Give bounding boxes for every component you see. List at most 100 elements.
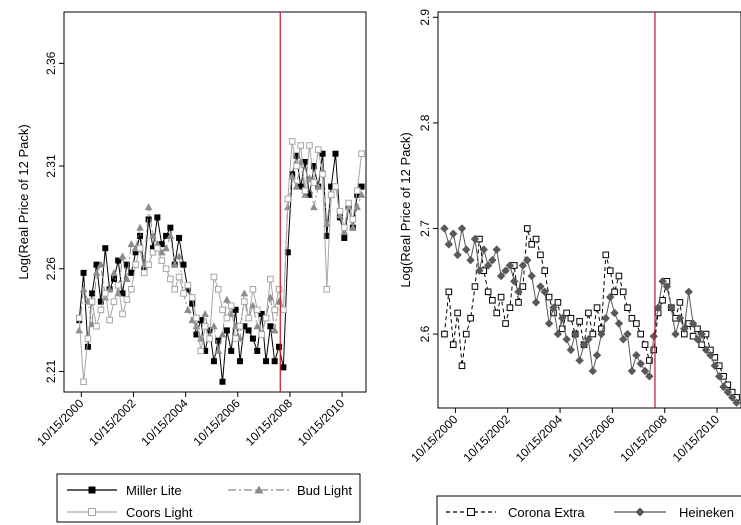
data-point-heineken — [658, 277, 667, 286]
legend-label-bud-light: Bud Light — [297, 483, 352, 498]
data-point-miller-lite — [158, 241, 165, 248]
data-point-miller-lite — [132, 249, 139, 256]
data-point-coors-light — [345, 199, 352, 207]
data-point-coors-light — [332, 183, 339, 190]
data-point-miller-lite — [197, 317, 204, 324]
data-point-coors-light — [123, 296, 131, 303]
data-point-bud-light — [97, 260, 105, 268]
data-point-corona-extra — [554, 299, 562, 306]
data-point-heineken — [645, 372, 654, 381]
data-point-coors-light — [236, 322, 244, 330]
data-point-coors-light — [162, 265, 170, 273]
data-point-heineken — [592, 351, 602, 360]
y-tick-label: 2.36 — [44, 51, 58, 75]
data-point-heineken — [627, 366, 637, 376]
data-point-coors-light — [253, 306, 261, 314]
data-point-miller-lite — [97, 298, 104, 305]
data-point-corona-extra — [615, 272, 623, 280]
legend-marker-miller-lite — [88, 486, 96, 494]
data-point-corona-extra — [650, 346, 658, 354]
data-point-miller-lite — [328, 183, 335, 190]
data-point-coors-light — [210, 273, 218, 281]
data-point-bud-light — [144, 203, 153, 211]
legend-marker-coors-light — [88, 508, 96, 516]
data-point-miller-lite — [293, 152, 300, 159]
data-point-corona-extra — [441, 330, 448, 338]
data-point-coors-light — [223, 314, 231, 322]
data-point-miller-lite — [145, 216, 152, 223]
x-tick-label: 10/15/2010 — [295, 396, 348, 449]
data-point-heineken — [540, 287, 549, 297]
data-point-heineken — [671, 329, 680, 339]
data-point-miller-lite — [258, 310, 265, 317]
data-point-corona-extra — [633, 320, 640, 327]
data-point-bud-light — [288, 172, 296, 180]
data-point-heineken — [697, 329, 706, 339]
x-tick-label: 10/15/2010 — [670, 412, 723, 465]
data-point-heineken — [632, 351, 641, 360]
data-point-heineken — [462, 245, 471, 254]
data-point-corona-extra — [454, 309, 461, 317]
data-point-bud-light — [253, 322, 262, 330]
data-point-heineken — [562, 335, 571, 344]
data-point-heineken — [662, 282, 672, 291]
legend-label-miller-lite: Miller Lite — [126, 483, 182, 498]
data-point-miller-lite — [323, 232, 330, 239]
y-tick-label: 2.6 — [418, 325, 432, 342]
data-point-corona-extra — [593, 304, 601, 311]
data-point-heineken — [597, 329, 606, 339]
data-point-coors-light — [262, 314, 270, 322]
data-point-bud-light — [340, 227, 349, 235]
data-point-bud-light — [136, 223, 144, 231]
series-markers-coors-light — [75, 138, 365, 386]
series-markers-corona-extra — [441, 225, 740, 401]
data-point-miller-lite — [241, 323, 248, 330]
data-point-bud-light — [170, 260, 179, 268]
data-point-heineken — [558, 314, 567, 323]
data-point-heineken — [527, 271, 536, 281]
data-point-corona-extra — [528, 241, 535, 248]
data-point-heineken — [706, 351, 715, 360]
data-point-miller-lite — [302, 158, 309, 165]
legend-label-coors-light: Coors Light — [126, 505, 193, 520]
data-point-bud-light — [301, 190, 309, 198]
data-point-corona-extra — [646, 357, 653, 364]
y-tick-label: 2.21 — [44, 359, 58, 383]
data-point-miller-lite — [249, 335, 256, 342]
data-point-coors-light — [267, 275, 274, 283]
series-line-miller-lite — [78, 153, 363, 382]
data-point-bud-light — [210, 322, 218, 330]
data-point-heineken — [470, 234, 480, 244]
data-point-miller-lite — [245, 327, 252, 334]
legend-item-miller-lite: Miller Lite — [67, 483, 182, 498]
data-point-heineken — [680, 324, 689, 333]
legend-marker-heineken — [635, 507, 645, 517]
data-point-heineken — [571, 329, 580, 339]
data-point-bud-light — [314, 182, 323, 190]
data-point-heineken — [719, 382, 728, 392]
data-point-coors-light — [280, 306, 287, 314]
data-point-heineken — [693, 335, 702, 344]
data-point-coors-light — [167, 275, 174, 283]
data-point-corona-extra — [502, 320, 509, 327]
data-point-coors-light — [232, 335, 239, 342]
data-point-heineken — [457, 224, 467, 233]
data-point-corona-extra — [545, 293, 553, 301]
data-point-corona-extra — [462, 330, 470, 338]
data-point-miller-lite — [210, 358, 217, 365]
data-point-coors-light — [171, 285, 179, 293]
data-point-bud-light — [75, 326, 84, 334]
data-point-coors-light — [327, 191, 335, 199]
data-point-corona-extra — [537, 251, 544, 259]
data-point-miller-lite — [341, 234, 348, 241]
data-point-heineken — [514, 287, 523, 297]
data-point-coors-light — [336, 207, 344, 215]
data-point-coors-light — [128, 285, 135, 293]
legend-label-heineken: Heineken — [679, 505, 734, 520]
series-line-bud-light — [78, 161, 363, 352]
data-point-coors-light — [214, 285, 222, 293]
data-point-heineken — [453, 250, 462, 260]
data-point-coors-light — [88, 298, 96, 305]
data-point-coors-light — [193, 314, 200, 322]
